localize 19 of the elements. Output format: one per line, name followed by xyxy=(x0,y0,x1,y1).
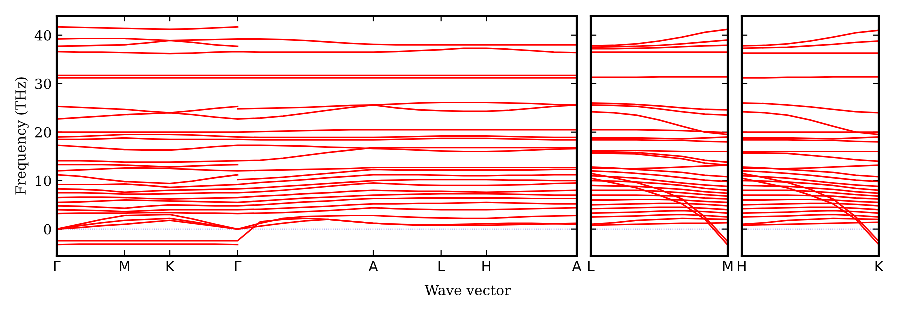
y-axis-title: Frequency (THz) xyxy=(15,78,29,195)
x-tick-label: H xyxy=(738,261,746,272)
y-tick-label: 30 xyxy=(36,78,52,90)
y-tick-label: 10 xyxy=(36,176,52,186)
x-tick-label: L xyxy=(588,261,595,272)
x-tick-label: H xyxy=(482,261,490,272)
x-tick-label: M xyxy=(723,261,733,272)
x-tick-label: Γ xyxy=(235,261,242,272)
y-tick-label: 20 xyxy=(35,127,52,138)
x-tick-label: A xyxy=(572,261,582,272)
x-tick-label: A xyxy=(368,261,378,272)
x-tick-label: L xyxy=(438,261,446,272)
x-axis-title: Wave vector xyxy=(424,285,512,296)
x-tick-label: Γ xyxy=(54,261,61,272)
y-tick-label: 0 xyxy=(44,224,52,235)
x-tick-label: M xyxy=(120,261,130,272)
y-tick-label: 40 xyxy=(34,30,52,41)
x-tick-label: K xyxy=(876,261,884,272)
x-tick-label: K xyxy=(166,261,175,272)
